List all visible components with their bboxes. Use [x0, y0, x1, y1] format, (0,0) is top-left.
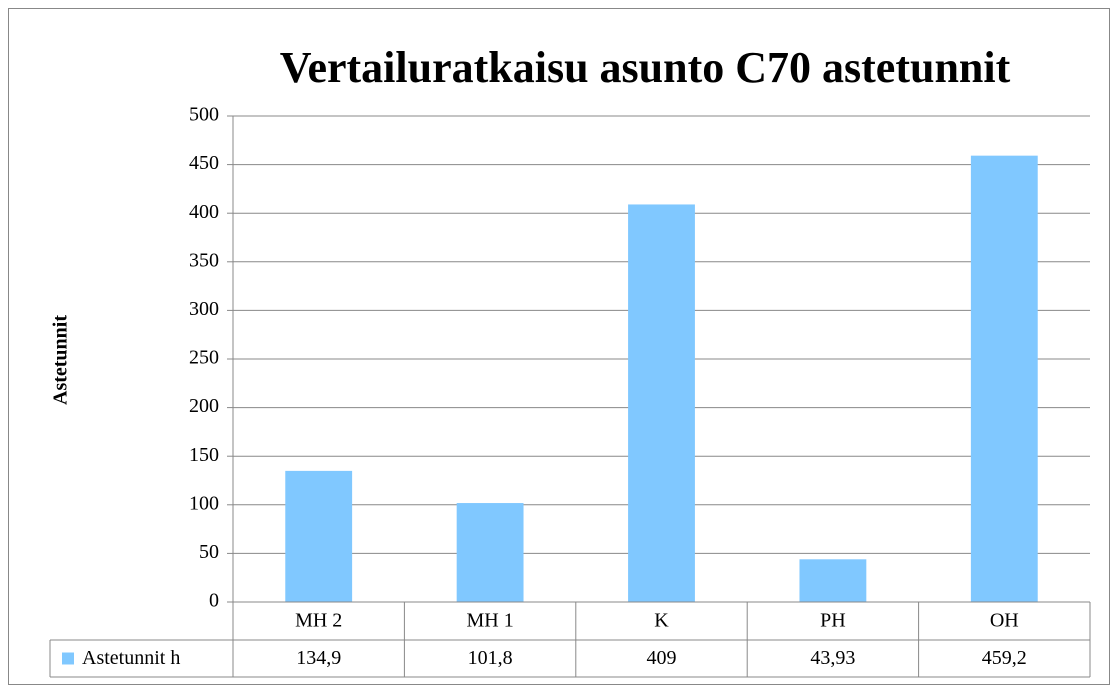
- x-tick-label: MH 2: [295, 610, 342, 632]
- y-tick-label: 150: [189, 444, 219, 466]
- bar: [970, 155, 1038, 602]
- bar: [628, 204, 695, 602]
- y-tick-label: 250: [189, 347, 219, 369]
- legend-label: Astetunnit h: [82, 647, 180, 669]
- bar: [285, 470, 353, 602]
- chart-border: [8, 8, 1110, 685]
- y-tick-label: 500: [189, 104, 219, 126]
- bar: [799, 559, 867, 602]
- x-tick-label: OH: [990, 610, 1019, 632]
- x-tick-label: K: [654, 610, 669, 632]
- y-tick-label: 0: [209, 590, 219, 612]
- x-tick-label: PH: [820, 610, 846, 632]
- table-value: 43,93: [810, 647, 855, 669]
- y-tick-label: 100: [189, 492, 219, 514]
- y-tick-label: 400: [189, 201, 219, 223]
- legend-swatch: [62, 652, 74, 665]
- y-tick-label: 300: [189, 298, 219, 320]
- table-value: 459,2: [982, 647, 1027, 669]
- table-value: 101,8: [468, 647, 513, 669]
- table-value: 409: [647, 647, 677, 669]
- bar: [456, 503, 524, 602]
- x-tick-label: MH 1: [466, 610, 513, 632]
- y-tick-label: 200: [189, 395, 219, 417]
- table-value: 134,9: [296, 647, 341, 669]
- y-tick-label: 50: [199, 541, 219, 563]
- y-axis-label: Astetunnit: [50, 315, 72, 405]
- y-tick-label: 450: [189, 152, 219, 174]
- y-tick-label: 350: [189, 249, 219, 271]
- chart-title: Vertailuratkaisu asunto C70 astetunnit: [280, 43, 1011, 92]
